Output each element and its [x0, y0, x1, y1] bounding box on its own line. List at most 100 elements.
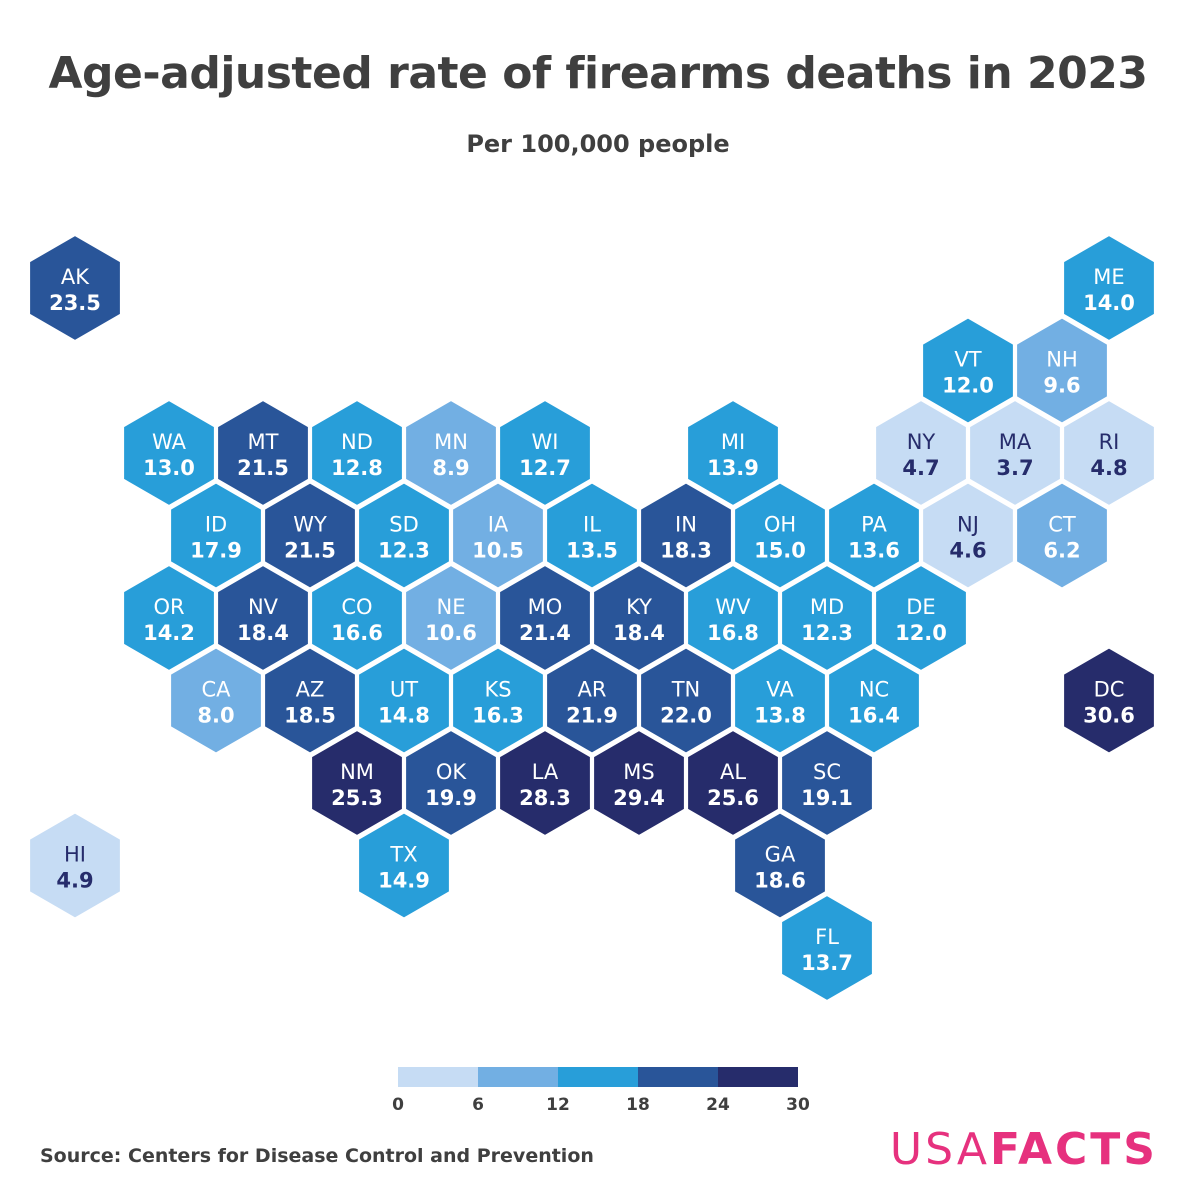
state-value: 14.8	[378, 704, 430, 728]
state-value: 17.9	[190, 539, 242, 563]
state-value: 18.5	[284, 704, 336, 728]
state-hex	[827, 481, 921, 590]
state-value: 13.5	[566, 539, 618, 563]
state-abbr: VA	[766, 678, 794, 702]
state-hex	[780, 563, 874, 673]
state-hex	[639, 481, 733, 590]
state-tile-hi: HI4.9	[28, 811, 122, 920]
state-abbr: WA	[152, 430, 187, 454]
state-value: 4.7	[902, 456, 939, 480]
state-abbr: ND	[341, 430, 373, 454]
state-abbr: NE	[437, 595, 466, 619]
legend-tick: 6	[472, 1095, 484, 1115]
state-value: 4.9	[56, 869, 93, 893]
state-abbr: DE	[906, 595, 935, 619]
state-value: 21.5	[284, 539, 336, 563]
state-abbr: MI	[721, 430, 745, 454]
state-value: 16.8	[707, 621, 759, 645]
state-abbr: OH	[764, 513, 796, 537]
state-hex	[874, 563, 968, 673]
state-abbr: WV	[715, 595, 751, 619]
state-tile-ct: CT6.2	[1015, 481, 1109, 590]
state-abbr: VT	[954, 348, 981, 372]
state-value: 29.4	[613, 786, 665, 810]
state-abbr: OR	[153, 595, 184, 619]
state-hex	[122, 563, 216, 673]
legend-swatch-0-6	[398, 1067, 478, 1087]
state-hex	[404, 563, 498, 673]
state-abbr: KS	[484, 678, 511, 702]
state-abbr: MD	[810, 595, 844, 619]
state-abbr: CT	[1048, 513, 1076, 537]
state-value: 6.2	[1043, 539, 1080, 563]
state-hex	[592, 563, 686, 673]
state-value: 13.6	[848, 539, 900, 563]
state-value: 12.3	[378, 539, 430, 563]
state-hex	[921, 481, 1015, 590]
legend-tick: 24	[706, 1095, 730, 1115]
state-value: 13.0	[143, 456, 195, 480]
legend-tick: 18	[626, 1095, 650, 1115]
state-abbr: KY	[626, 595, 652, 619]
state-abbr: NJ	[957, 513, 979, 537]
state-value: 8.0	[197, 704, 234, 728]
state-value: 12.8	[331, 456, 383, 480]
state-abbr: WI	[532, 430, 559, 454]
state-hex	[592, 728, 686, 838]
state-abbr: IA	[488, 513, 509, 537]
state-hex	[827, 646, 921, 755]
state-value: 21.9	[566, 704, 618, 728]
state-hex	[404, 728, 498, 838]
state-tile-ri: RI4.8	[1062, 398, 1156, 508]
state-value: 25.3	[331, 786, 383, 810]
state-value: 13.9	[707, 456, 759, 480]
state-abbr: MS	[623, 760, 654, 784]
state-abbr: DC	[1094, 678, 1125, 702]
state-abbr: CO	[341, 595, 372, 619]
legend-tick: 12	[546, 1095, 570, 1115]
state-value: 12.0	[942, 374, 994, 398]
state-abbr: MO	[528, 595, 563, 619]
state-abbr: GA	[765, 843, 796, 867]
state-hex	[169, 481, 263, 590]
state-hex	[216, 398, 310, 508]
state-hex	[780, 728, 874, 838]
state-tile-ma: MA3.7	[968, 398, 1062, 508]
state-hex	[545, 481, 639, 590]
state-value: 16.3	[472, 704, 524, 728]
state-abbr: TX	[389, 843, 417, 867]
state-abbr: AK	[61, 265, 90, 289]
state-abbr: ME	[1093, 265, 1124, 289]
state-hex	[451, 646, 545, 755]
state-value: 14.9	[378, 869, 430, 893]
state-abbr: MN	[434, 430, 468, 454]
state-hex	[263, 646, 357, 755]
state-value: 22.0	[660, 704, 712, 728]
state-value: 13.8	[754, 704, 806, 728]
state-hex	[169, 646, 263, 755]
state-hex	[1015, 316, 1109, 425]
state-abbr: NY	[907, 430, 936, 454]
state-value: 30.6	[1083, 704, 1135, 728]
state-hex	[310, 563, 404, 673]
state-hex	[28, 811, 122, 920]
state-value: 12.3	[801, 621, 853, 645]
legend-swatch-18-24	[638, 1067, 718, 1087]
state-abbr: IN	[675, 513, 697, 537]
